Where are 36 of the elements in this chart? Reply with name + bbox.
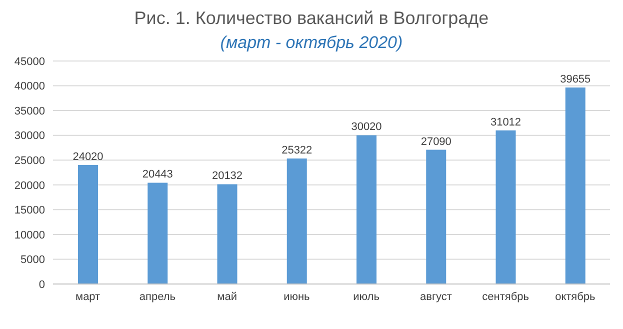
x-tick-label: июнь — [284, 290, 310, 303]
data-label: 39655 — [560, 73, 591, 86]
y-tick-label: 15000 — [14, 204, 45, 217]
y-tick-label: 40000 — [14, 80, 45, 93]
chart-title: Рис. 1. Количество вакансий в Волгограде — [133, 8, 490, 29]
bar — [148, 182, 168, 284]
data-label: 24020 — [72, 150, 104, 163]
x-tick-label: апрель — [139, 290, 176, 303]
x-tick-label: август — [420, 290, 452, 303]
bar — [356, 135, 376, 284]
data-label: 25322 — [282, 144, 312, 157]
y-tick-label: 45000 — [14, 56, 45, 68]
bar — [217, 184, 238, 284]
x-tick-label: март — [76, 290, 100, 303]
y-tick-label: 25000 — [14, 155, 45, 168]
bar — [78, 164, 98, 284]
data-label: 27090 — [420, 136, 452, 148]
data-label: 20443 — [142, 168, 173, 181]
y-tick-label: 5000 — [20, 254, 45, 266]
x-tick-label: май — [217, 290, 237, 303]
y-tick-label: 30000 — [14, 130, 45, 142]
x-tick-label: сентябрь — [482, 290, 530, 303]
bar — [426, 150, 446, 284]
y-tick-label: 10000 — [14, 229, 45, 242]
bar — [286, 158, 307, 284]
data-label: 30020 — [351, 121, 382, 134]
bar — [496, 130, 516, 284]
data-label: 20132 — [212, 170, 243, 182]
bar — [565, 87, 586, 284]
chart-subtitle: (март - октябрь 2020) — [219, 33, 404, 53]
data-label: 31012 — [490, 116, 522, 128]
x-tick-label: июль — [353, 290, 380, 303]
y-tick-label: 35000 — [14, 105, 45, 118]
y-tick-label: 0 — [38, 278, 45, 291]
x-tick-label: октябрь — [555, 290, 596, 303]
y-tick-label: 20000 — [14, 180, 45, 192]
